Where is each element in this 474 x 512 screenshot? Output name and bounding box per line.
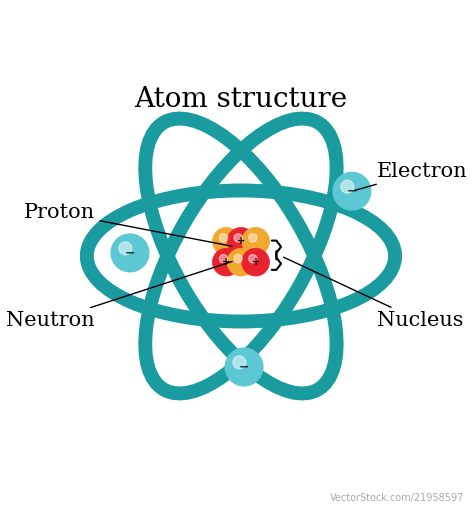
Text: +: + [252, 257, 260, 267]
Circle shape [233, 356, 246, 369]
Text: VectorStock.com/21958597: VectorStock.com/21958597 [330, 493, 465, 503]
Circle shape [212, 248, 240, 276]
Text: Electron: Electron [355, 162, 467, 190]
Circle shape [242, 248, 269, 276]
Text: −: − [346, 185, 357, 198]
Circle shape [234, 254, 242, 263]
Text: +: + [237, 237, 245, 246]
Circle shape [111, 234, 148, 271]
Circle shape [119, 242, 132, 255]
Text: Nucleus: Nucleus [283, 257, 463, 330]
Text: −: − [239, 360, 249, 373]
Text: VectorStock®: VectorStock® [19, 493, 105, 503]
Circle shape [242, 227, 269, 255]
Text: Neutron: Neutron [6, 262, 232, 330]
Text: Atom structure: Atom structure [135, 87, 347, 114]
Circle shape [219, 233, 228, 242]
Circle shape [227, 227, 255, 255]
Text: Proton: Proton [23, 203, 232, 246]
Circle shape [249, 233, 257, 242]
Circle shape [219, 254, 228, 263]
Text: +: + [222, 257, 230, 267]
Circle shape [234, 233, 242, 242]
Circle shape [226, 349, 263, 386]
Circle shape [227, 248, 255, 276]
Text: −: − [125, 246, 135, 260]
Circle shape [212, 227, 240, 255]
Circle shape [341, 180, 354, 193]
Circle shape [333, 173, 370, 210]
Circle shape [249, 254, 257, 263]
